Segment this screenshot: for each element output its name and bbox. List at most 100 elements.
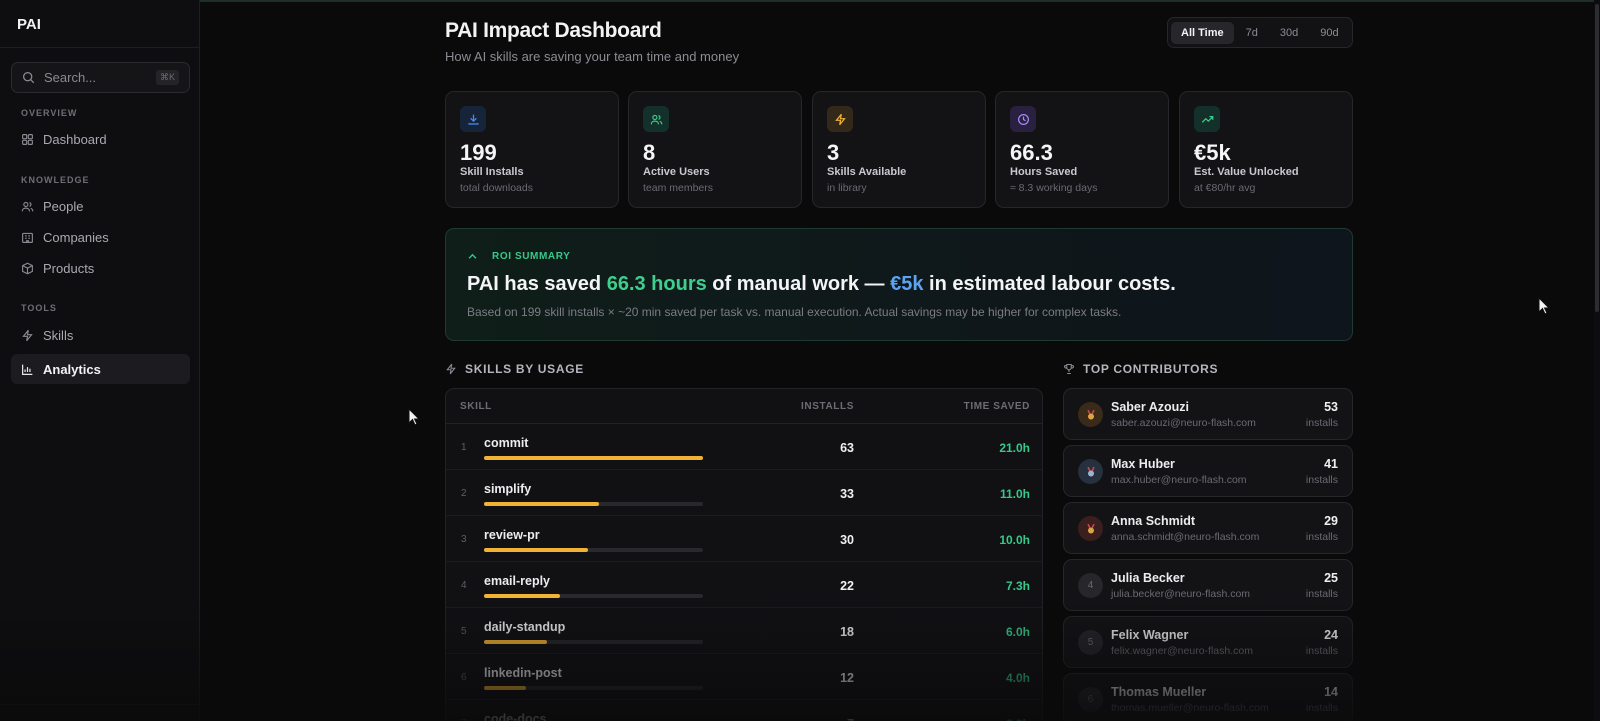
row-rank: 2 — [461, 488, 467, 499]
contributor-unit: installs — [1305, 531, 1338, 543]
bar-chart-icon — [22, 364, 33, 375]
trophy-icon — [1064, 363, 1074, 375]
stat-value: €5k — [1194, 140, 1231, 165]
stat-label: Skills Available — [827, 166, 907, 178]
contributor-email: anna.schmidt@neuro-flash.com — [1111, 531, 1260, 543]
row-installs: 22 — [840, 579, 854, 593]
time-range-selector: All Time 7d 30d 90d — [1167, 17, 1353, 48]
table-row[interactable]: 2 simplify 33 11.0h — [446, 470, 1042, 516]
row-rank: 4 — [461, 580, 467, 591]
usage-bar-track — [484, 594, 703, 598]
column-header-time-saved[interactable]: TIME SAVED — [963, 401, 1030, 412]
mouse-cursor-icon — [1538, 297, 1550, 315]
sidebar-item-analytics[interactable]: Analytics — [11, 354, 190, 384]
stat-card-users: 8 Active Users team members — [628, 91, 802, 208]
contributor-count: 53 — [1324, 400, 1338, 414]
table-row[interactable]: 3 review-pr 30 10.0h — [446, 516, 1042, 562]
contributor-name: Felix Wagner — [1111, 628, 1189, 642]
row-installs: 12 — [840, 671, 854, 685]
usage-bar-track — [484, 502, 703, 506]
row-skill-name: review-pr — [484, 528, 540, 542]
contributor-card[interactable]: Anna Schmidt anna.schmidt@neuro-flash.com… — [1063, 502, 1353, 554]
sidebar-item-people[interactable]: People — [11, 191, 190, 221]
zap-icon — [446, 363, 456, 375]
sidebar-item-skills[interactable]: Skills — [11, 320, 190, 350]
sidebar-item-label: Products — [43, 260, 95, 276]
row-installs: 63 — [840, 441, 854, 455]
row-skill-name: simplify — [484, 482, 532, 496]
contributor-name: Julia Becker — [1111, 571, 1185, 585]
stat-icon-box — [827, 106, 853, 132]
sidebar-item-dashboard[interactable]: Dashboard — [11, 124, 190, 154]
row-time-saved: 10.0h — [999, 533, 1030, 547]
search-input[interactable]: Search... ⌘K — [11, 62, 190, 93]
usage-bar-track — [484, 456, 703, 460]
row-skill-name: linkedin-post — [484, 666, 562, 680]
row-installs: 33 — [840, 487, 854, 501]
range-all-time[interactable]: All Time — [1171, 21, 1234, 44]
search-shortcut: ⌘K — [155, 70, 179, 85]
stat-icon-box — [1194, 106, 1220, 132]
section-title-overview: OVERVIEW — [21, 108, 78, 118]
usage-bar-fill — [484, 640, 547, 644]
row-rank: 5 — [461, 626, 467, 637]
usage-bar-fill — [484, 548, 589, 552]
sidebar-item-companies[interactable]: Companies — [11, 222, 190, 252]
row-installs: 18 — [840, 625, 854, 639]
stat-label: Est. Value Unlocked — [1194, 166, 1299, 178]
contributor-card[interactable]: 4 Julia Becker julia.becker@neuro-flash.co… — [1063, 559, 1353, 611]
table-row[interactable]: 7code-docs72.3h — [446, 700, 1042, 721]
page-subtitle: How AI skills are saving your team time … — [445, 49, 740, 64]
table-row[interactable]: 5 daily-standup 18 6.0h — [446, 608, 1042, 654]
zap-icon — [22, 329, 33, 341]
contributor-name: Saber Azouzi — [1111, 400, 1190, 414]
range-30d[interactable]: 30d — [1279, 26, 1299, 39]
roi-value: €5k — [890, 273, 924, 295]
contributor-count: 14 — [1324, 685, 1338, 699]
row-time-saved: 4.0h — [1005, 671, 1030, 685]
app-logo[interactable]: PAI — [17, 16, 41, 33]
download-icon — [467, 114, 479, 125]
roi-summary-toggle[interactable]: ROI SUMMARY — [467, 251, 570, 262]
page-scrollbar[interactable] — [1594, 0, 1600, 721]
sidebar-item-products[interactable]: Products — [11, 253, 190, 283]
contributor-card[interactable]: Max Huber max.huber@neuro-flash.com 41 inst… — [1063, 445, 1353, 497]
contributor-email: thomas.mueller@neuro-flash.com — [1111, 702, 1269, 714]
avatar: 5 — [1078, 630, 1103, 655]
table-row[interactable]: 6 linkedin-post 12 4.0h — [446, 654, 1042, 700]
sidebar-item-label: Skills — [43, 327, 74, 343]
stat-icon-box — [1010, 106, 1036, 132]
roi-note: Based on 199 skill installs × ~20 min sa… — [467, 305, 1122, 319]
contributor-name: Max Huber — [1111, 457, 1175, 471]
table-row[interactable]: 1 commit 63 21.0h — [446, 424, 1042, 470]
column-header-installs[interactable]: INSTALLS — [801, 401, 854, 412]
stat-sublabel: at €80/hr avg — [1194, 182, 1256, 194]
range-90d[interactable]: 90d — [1320, 26, 1339, 39]
sidebar-item-label: Analytics — [43, 361, 101, 377]
contributor-rank: 4 — [1087, 580, 1094, 591]
roi-headline-part: of manual work — — [706, 273, 891, 295]
sidebar-footer-divider — [0, 704, 200, 705]
contributors-heading-label: TOP CONTRIBUTORS — [1083, 362, 1219, 376]
table-row[interactable]: 4 email-reply 22 7.3h — [446, 562, 1042, 608]
zap-icon — [834, 113, 846, 125]
contributor-card[interactable]: 6 Thomas Mueller thomas.mueller@neuro-flas… — [1063, 673, 1353, 721]
row-time-saved: 6.0h — [1005, 625, 1030, 639]
contributor-email: max.huber@neuro-flash.com — [1111, 474, 1247, 486]
stat-card-hours: 66.3 Hours Saved ≈ 8.3 working days — [995, 91, 1169, 208]
column-header-skill[interactable]: SKILL — [460, 401, 492, 412]
avatar — [1078, 459, 1103, 484]
contributor-card[interactable]: Saber Azouzi saber.azouzi@neuro-flash.com… — [1063, 388, 1353, 440]
avatar: 6 — [1078, 687, 1103, 712]
usage-bar-track — [484, 640, 703, 644]
contributor-email: felix.wagner@neuro-flash.com — [1111, 645, 1253, 657]
contributor-count: 29 — [1324, 514, 1338, 528]
trending-up-icon — [1201, 115, 1213, 123]
row-skill-name: commit — [484, 436, 529, 450]
roi-headline: PAI has saved 66.3 hours of manual work … — [467, 273, 1176, 296]
range-7d[interactable]: 7d — [1245, 26, 1258, 39]
scrollbar-thumb[interactable] — [1595, 4, 1599, 312]
row-skill-name: code-docs — [484, 712, 547, 721]
contributor-card[interactable]: 5 Felix Wagner felix.wagner@neuro-flash.co… — [1063, 616, 1353, 668]
row-rank: 1 — [461, 442, 467, 453]
